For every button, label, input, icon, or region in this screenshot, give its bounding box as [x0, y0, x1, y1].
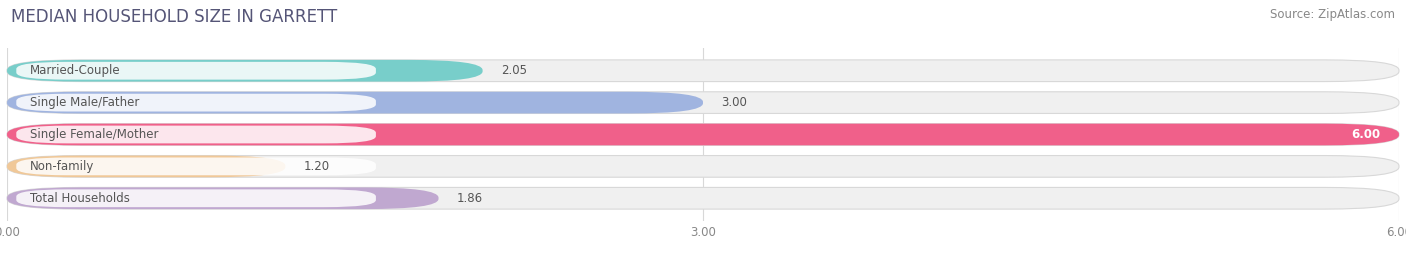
FancyBboxPatch shape: [7, 124, 1399, 145]
FancyBboxPatch shape: [17, 94, 375, 112]
Text: Source: ZipAtlas.com: Source: ZipAtlas.com: [1270, 8, 1395, 21]
FancyBboxPatch shape: [7, 60, 1399, 82]
FancyBboxPatch shape: [7, 155, 285, 177]
FancyBboxPatch shape: [17, 189, 375, 207]
FancyBboxPatch shape: [7, 92, 703, 114]
FancyBboxPatch shape: [7, 92, 1399, 114]
Text: 3.00: 3.00: [721, 96, 748, 109]
Text: 1.86: 1.86: [457, 192, 484, 205]
Text: 2.05: 2.05: [501, 64, 527, 77]
FancyBboxPatch shape: [7, 187, 439, 209]
FancyBboxPatch shape: [7, 187, 1399, 209]
FancyBboxPatch shape: [17, 62, 375, 80]
FancyBboxPatch shape: [7, 155, 1399, 177]
FancyBboxPatch shape: [7, 124, 1399, 145]
Text: Non-family: Non-family: [31, 160, 94, 173]
Text: 6.00: 6.00: [1351, 128, 1381, 141]
Text: Married-Couple: Married-Couple: [31, 64, 121, 77]
FancyBboxPatch shape: [7, 60, 482, 82]
Text: 1.20: 1.20: [304, 160, 330, 173]
FancyBboxPatch shape: [17, 126, 375, 143]
Text: Single Male/Father: Single Male/Father: [31, 96, 139, 109]
Text: MEDIAN HOUSEHOLD SIZE IN GARRETT: MEDIAN HOUSEHOLD SIZE IN GARRETT: [11, 8, 337, 26]
Text: Total Households: Total Households: [31, 192, 131, 205]
Text: Single Female/Mother: Single Female/Mother: [31, 128, 159, 141]
FancyBboxPatch shape: [17, 157, 375, 175]
